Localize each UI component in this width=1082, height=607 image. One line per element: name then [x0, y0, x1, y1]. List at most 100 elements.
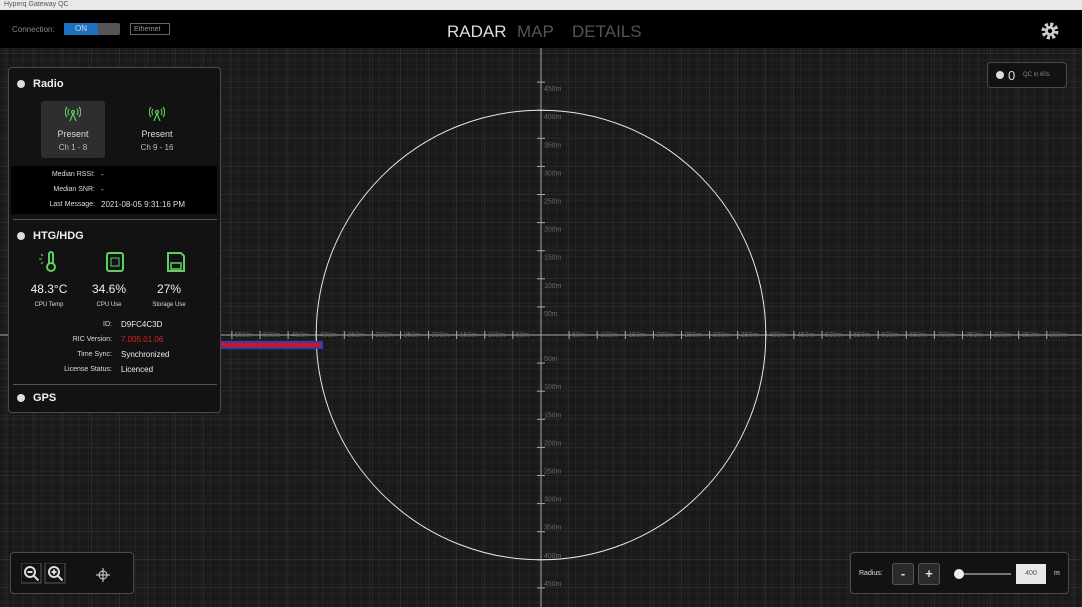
y-axis-label: 200m: [544, 227, 562, 234]
stat-value: 2021-08-05 9:31:16 PM: [101, 200, 186, 209]
collapse-icon: [17, 80, 25, 88]
x-axis-label: 300m: [713, 332, 731, 339]
info-label: License Status:: [64, 366, 112, 373]
antenna-icon: [149, 106, 165, 122]
channel-range: Ch 9 - 16: [140, 143, 174, 152]
zoom-controls: [10, 552, 134, 594]
x-axis-label: 400m: [769, 332, 787, 339]
info-label: ID:: [103, 321, 112, 328]
radius-circle: [315, 109, 767, 561]
window-title: Hyperq Gateway QC: [0, 0, 1082, 10]
stat-label: Median RSSI:: [51, 171, 95, 178]
radio-title: Radio: [33, 78, 64, 90]
qc-box: 0 QC in 60s: [987, 62, 1067, 88]
y-axis-label: 350m: [544, 142, 562, 149]
x-axis-label: 450m: [797, 332, 815, 339]
info-value: D9FC4C3D: [121, 320, 163, 329]
info-value: Synchronized: [121, 350, 170, 359]
y-axis-label: 150m: [544, 412, 562, 419]
x-axis-label: 150m: [628, 332, 646, 339]
x-axis-label: 900m: [1050, 332, 1068, 339]
y-axis-label: 400m: [544, 553, 562, 560]
x-axis-label: 800m: [994, 332, 1012, 339]
divider: [13, 384, 217, 385]
info-value: 7.005.01.06: [121, 335, 164, 344]
y-axis-label: 250m: [544, 199, 562, 206]
x-axis-label: 550m: [235, 332, 253, 339]
x-axis-label: 350m: [741, 332, 759, 339]
slider-track: [955, 573, 1011, 575]
y-axis-label: 450m: [544, 86, 562, 93]
qc-label: QC in 60s: [1023, 72, 1050, 78]
radius-plus[interactable]: +: [918, 563, 940, 585]
network-select[interactable]: Ethernet: [130, 23, 170, 35]
channel-status: Present: [57, 129, 89, 139]
radius-input[interactable]: 400: [1016, 564, 1046, 584]
channel-range: Ch 1 - 8: [58, 143, 88, 152]
antenna-icon: [65, 106, 81, 122]
x-axis-label: 750m: [966, 332, 984, 339]
x-axis-label: 250m: [404, 332, 422, 339]
settings-icon[interactable]: [1040, 21, 1060, 41]
tab-details[interactable]: DETAILS: [572, 22, 642, 41]
tab-map[interactable]: MAP: [517, 22, 554, 41]
x-axis-label: 500m: [825, 332, 843, 339]
y-axis-label: 200m: [544, 440, 562, 447]
toolbar: Connection: ON Ethernet RADAR MAP DETAIL…: [0, 10, 1082, 48]
x-axis-label: 250m: [685, 332, 703, 339]
metric-value: 34.6%: [91, 282, 127, 296]
stat-label: Last Message:: [49, 201, 95, 208]
radio-stats: Median RSSI: - Median SNR: - Last Message: 20…: [11, 166, 217, 214]
y-axis-label: 100m: [544, 283, 562, 290]
slider-thumb[interactable]: [954, 569, 964, 579]
x-axis-label: 350m: [347, 332, 365, 339]
stat-label: Median SNR:: [53, 186, 95, 193]
x-axis-label: 100m: [488, 332, 506, 339]
tab-radar[interactable]: RADAR: [447, 22, 507, 41]
htg-header[interactable]: HTG/HDG: [17, 230, 84, 242]
x-axis-label: 700m: [937, 332, 955, 339]
radio-header[interactable]: Radio: [17, 78, 64, 90]
metric-label: CPU Use: [96, 302, 122, 308]
x-axis-label: 850m: [1022, 332, 1040, 339]
y-axis-label: 250m: [544, 469, 562, 476]
y-axis-label: 50m: [544, 356, 558, 363]
radius-label: Radius:: [859, 570, 883, 577]
metric-label: CPU Temp: [34, 302, 64, 308]
info-value: Licenced: [121, 365, 154, 374]
radius-controls: Radius: - + 400 m: [850, 552, 1069, 594]
x-axis-label: 100m: [600, 332, 618, 339]
y-axis-label: 300m: [544, 497, 562, 504]
x-axis-label: 200m: [432, 332, 450, 339]
y-axis-label: 350m: [544, 525, 562, 532]
y-axis-label: 400m: [544, 114, 562, 121]
metric-value: 27%: [156, 282, 182, 296]
collapse-icon: [17, 394, 25, 402]
toggle-on: ON: [64, 23, 98, 35]
x-axis-label: 550m: [853, 332, 871, 339]
side-panel: Radio Median RSSI: - Median SNR: - Last Mess…: [8, 67, 221, 413]
qc-icon: [996, 71, 1004, 79]
metric-label: Storage Use: [152, 302, 186, 308]
toggle[interactable]: ON: [64, 23, 120, 35]
x-axis-label: 400m: [319, 332, 337, 339]
zoom-icons[interactable]: [21, 563, 129, 587]
x-axis-label: 150m: [460, 332, 478, 339]
x-axis-label: 50m: [572, 332, 586, 339]
gps-header[interactable]: GPS: [17, 392, 56, 404]
gps-title: GPS: [33, 392, 57, 404]
x-axis-label: 650m: [909, 332, 927, 339]
divider: [13, 219, 217, 220]
x-axis-label: 450m: [291, 332, 309, 339]
x-axis-label: 50m: [516, 332, 530, 339]
radius-minus[interactable]: -: [892, 563, 914, 585]
htg-icons: [39, 251, 185, 272]
stat-value: -: [101, 185, 104, 194]
htg-title: HTG/HDG: [33, 230, 84, 242]
collapse-icon: [17, 232, 25, 240]
radius-unit: m: [1054, 570, 1060, 577]
y-axis-label: 150m: [544, 255, 562, 262]
y-axis-label: 100m: [544, 384, 562, 391]
connection-label: Connection:: [12, 25, 55, 34]
